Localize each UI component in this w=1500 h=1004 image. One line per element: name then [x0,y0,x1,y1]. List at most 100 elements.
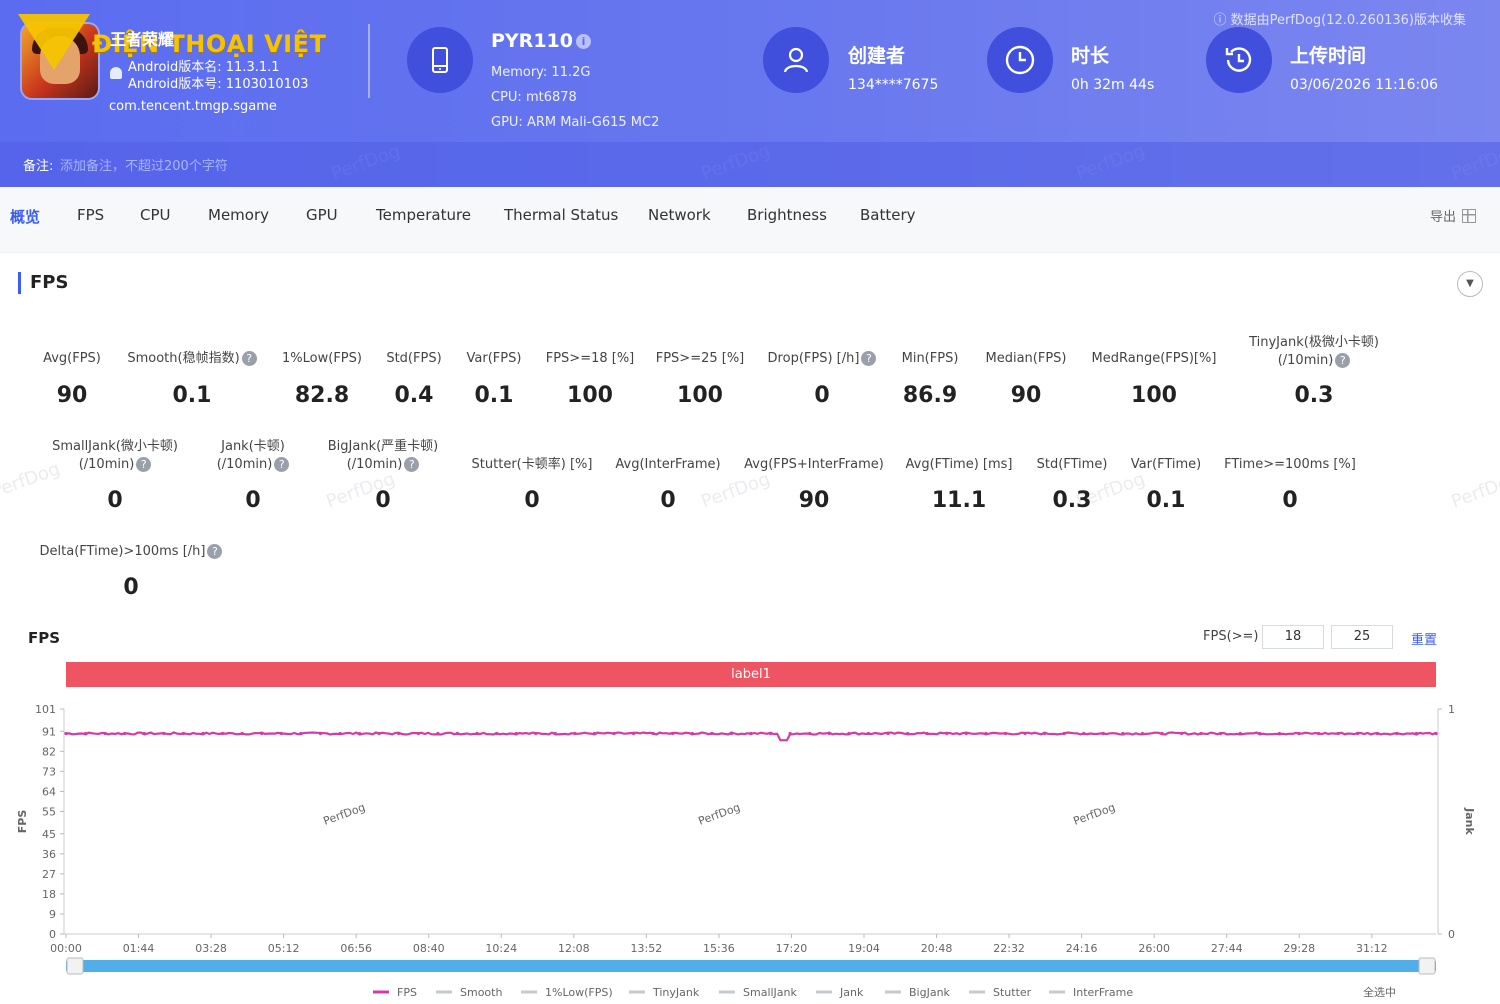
fps-point [494,731,499,736]
fps-point [416,731,420,736]
stat-fps-ge-25: FPS>=25 [%] 100 [655,351,745,408]
x-tick-label: 13:52 [631,942,663,955]
fps-point [318,731,323,736]
stat-smalljank: SmallJank(微小卡顿) (/10min)? 0 [52,439,178,513]
perfdog-watermark: PerfDog [322,801,367,828]
fps-point [1316,731,1321,736]
y-tick-label: 0 [49,928,56,941]
help-icon[interactable]: ? [274,457,290,472]
package-name: com.tencent.tmgp.sgame [109,99,277,114]
x-tick-label: 00:00 [50,942,82,955]
tab-temperature[interactable]: Temperature [376,206,472,224]
stat-fps-ge-18: FPS>=18 [%] 100 [545,351,635,408]
scrollbar-left-handle [66,957,84,975]
tab-network[interactable]: Network [648,206,711,224]
fps-point [64,731,68,736]
stat-median-fps: Median(FPS) 90 [985,351,1067,408]
fps-point [220,731,225,736]
tab-battery[interactable]: Battery [860,206,916,224]
stat-avg-interframe: Avg(InterFrame) 0 [615,457,721,513]
fps-point [1277,731,1282,736]
fps-point [925,731,929,736]
export-button[interactable]: 导出 [1430,206,1476,225]
phone-icon [407,27,473,93]
label-band[interactable]: label1 [66,662,1436,687]
help-icon[interactable]: ? [207,544,223,559]
fps-point [905,731,910,736]
fps-point [749,731,753,736]
app-name: 王者荣耀 [110,30,175,49]
fps-point [847,731,851,736]
device-cpu: CPU: mt6878 [491,90,577,105]
fps-point [1434,731,1438,736]
stat-delta-ftime: Delta(FTime)>100ms [/h]? 0 [36,543,226,600]
fps-point [279,731,283,736]
stat-ftime-ge-100ms: FTime>=100ms [%] 0 [1224,457,1356,513]
stat-min-fps: Min(FPS) 86.9 [901,351,959,408]
tab-gpu[interactable]: GPU [306,206,338,224]
reset-button[interactable]: 重置 [1411,633,1438,648]
info-icon[interactable]: i [575,34,591,49]
y-tick-label: 91 [42,725,56,738]
x-tick-label: 31:12 [1356,942,1388,955]
fps-point [1238,731,1242,736]
fps-threshold-input-1[interactable]: 18 [1262,625,1324,649]
android-version-code: Android版本号: 1103010103 [128,77,309,92]
help-icon[interactable]: ? [404,457,420,472]
device-memory: Memory: 11.2G [491,65,591,80]
fps-point [984,731,988,736]
tab-overview[interactable]: 概览 [10,208,41,226]
help-icon[interactable]: ? [861,351,877,366]
fps-point [788,731,792,736]
fps-point [397,731,401,736]
note-input[interactable]: 添加备注，不超过200个字符 [60,159,228,174]
chart-title: FPS [28,629,61,647]
table-icon [1462,209,1476,223]
stat-medrange-fps: MedRange(FPS)[%] 100 [1091,351,1217,408]
fps-point [1121,731,1125,736]
tab-memory[interactable]: Memory [208,206,270,224]
fps-point [377,731,381,736]
fps-point [475,731,479,736]
duration-value: 0h 32m 44s [1071,77,1155,93]
fps-point [1042,731,1047,736]
x-tick-label: 12:08 [558,942,590,955]
y-right-axis-title: Jank [1463,807,1476,835]
stat-1pct-low-fps: 1%Low(FPS) 82.8 [282,351,362,408]
legend-item-label[interactable]: 1%Low(FPS) [545,986,613,999]
legend-item-label[interactable]: FPS [397,986,417,999]
x-tick-label: 06:56 [340,942,372,955]
tab-cpu[interactable]: CPU [140,206,171,224]
legend-item-label[interactable]: Smooth [460,986,502,999]
stat-var-fps: Var(FPS) 0.1 [466,351,522,408]
tab-thermal-status[interactable]: Thermal Status [504,206,619,224]
y-tick-label: 36 [42,848,56,861]
tab-brightness[interactable]: Brightness [747,206,827,224]
note-bar[interactable]: 备注: 添加备注，不超过200个字符 [0,142,1500,187]
x-tick-label: 15:36 [703,942,735,955]
help-icon[interactable]: ? [241,351,257,366]
fps-point [1023,731,1027,736]
x-tick-label: 17:20 [776,942,808,955]
fps-point [83,731,88,736]
fps-point [1003,731,1008,736]
fps-point [651,731,655,736]
fps-point [729,731,734,736]
legend-item-label[interactable]: BigJank [909,986,951,999]
legend-item-label[interactable]: Jank [839,986,864,999]
legend-item-label[interactable]: Stutter [993,986,1032,999]
y-right-tick-label: 0 [1448,928,1455,941]
legend-item-label[interactable]: TinyJank [652,986,700,999]
select-all-button[interactable]: 全选中 [1363,985,1396,999]
help-icon[interactable]: ? [1335,353,1351,368]
tab-fps[interactable]: FPS [77,206,105,224]
legend-item-label[interactable]: InterFrame [1073,986,1133,999]
fps-point [1082,731,1086,736]
fps-threshold-input-2[interactable]: 25 [1331,625,1393,649]
fps-point [1414,731,1419,736]
help-icon[interactable]: ? [136,457,152,472]
y-tick-label: 101 [35,703,56,716]
collapse-toggle-icon[interactable]: ▼ [1457,271,1483,297]
legend-item-label[interactable]: SmallJank [743,986,798,999]
fps-point [1179,731,1184,736]
